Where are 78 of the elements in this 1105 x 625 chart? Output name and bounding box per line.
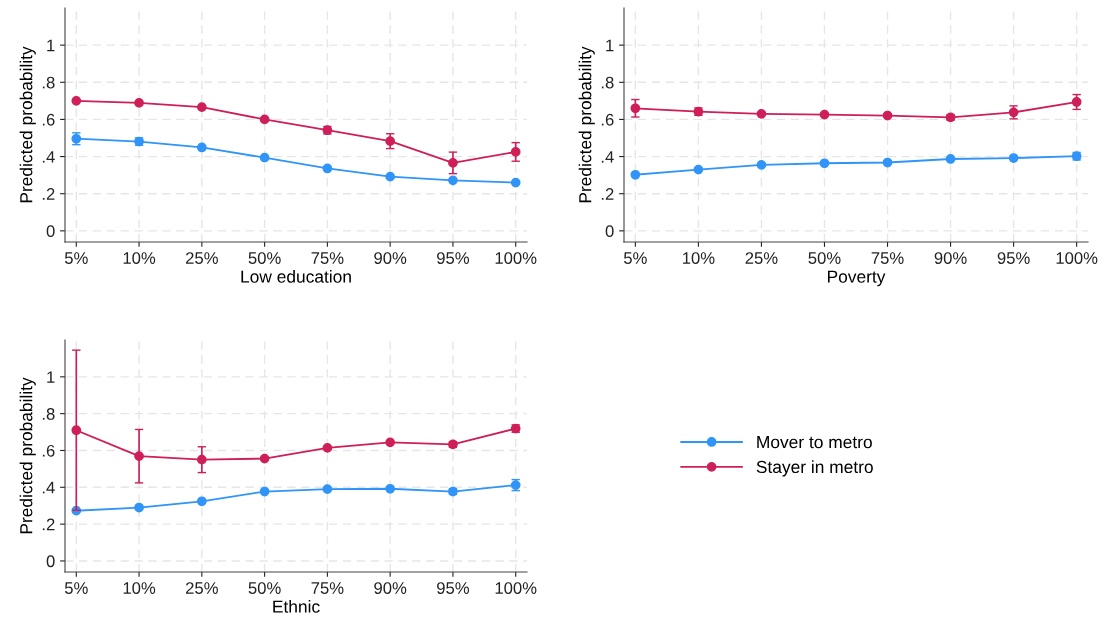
x-tick-label: 75% (311, 582, 344, 594)
y-tick-label: .2 (601, 188, 614, 200)
y-tick-label: .8 (42, 408, 55, 420)
y-tick-label: 0 (605, 225, 614, 238)
point (882, 110, 893, 121)
x-tick-label: 50% (248, 582, 281, 594)
legend-label: Stayer in metro (756, 460, 873, 477)
y-tick-label: 1 (606, 39, 614, 52)
y-tick-label: .6 (42, 113, 55, 126)
point (385, 437, 396, 448)
point (385, 171, 396, 182)
x-tick-label: 90% (374, 252, 407, 264)
y-tick-label: .4 (42, 151, 55, 163)
x-tick-label: 10% (123, 252, 156, 264)
y-tick-label: 1 (47, 371, 55, 383)
point (196, 496, 207, 507)
y-tick-label: .6 (601, 113, 614, 126)
y-tick-label: 0 (46, 225, 55, 238)
x-tick-label: 100% (495, 582, 537, 594)
x-tick-label: 50% (808, 252, 841, 264)
y-axis-title: Predicted probability (578, 46, 595, 203)
x-axis-title: Ethnic (273, 600, 320, 613)
point (1008, 153, 1019, 163)
x-tick-label: 25% (186, 252, 218, 264)
point (322, 443, 333, 453)
x-tick-label: 25% (186, 582, 218, 594)
point (385, 483, 396, 494)
point (196, 102, 207, 113)
y-tick-label: 1 (47, 39, 55, 52)
y-tick-label: 0 (46, 555, 55, 568)
x-tick-label: 90% (374, 582, 407, 594)
y-tick-label: .8 (42, 76, 55, 89)
point (259, 486, 270, 497)
x-axis-title: Poverty (828, 270, 886, 287)
x-tick-label: 90% (934, 252, 967, 264)
x-tick-label: 50% (248, 252, 281, 264)
point (882, 157, 893, 168)
point (630, 169, 641, 180)
point (322, 163, 333, 174)
x-tick-label: 100% (495, 252, 537, 264)
y-tick-label: .2 (42, 518, 55, 531)
point (819, 158, 830, 169)
point (134, 98, 144, 108)
x-tick-label: 5% (64, 252, 88, 264)
point (259, 114, 270, 125)
x-tick-label: 100% (1056, 252, 1098, 264)
x-axis-title: Low education (241, 270, 351, 283)
x-tick-label: 5% (64, 582, 88, 594)
y-tick-label: .8 (601, 76, 614, 89)
x-tick-label: 5% (623, 252, 647, 264)
x-tick-label: 95% (437, 582, 470, 594)
x-tick-label: 75% (871, 252, 904, 264)
point (448, 175, 458, 186)
point (819, 109, 830, 120)
x-tick-label: 95% (997, 252, 1030, 264)
point (259, 152, 270, 163)
x-tick-label: 10% (123, 582, 156, 594)
point (756, 108, 767, 119)
y-tick-label: .6 (42, 444, 55, 457)
x-tick-label: 25% (745, 252, 778, 264)
y-tick-label: .4 (42, 481, 55, 494)
legend-label: Mover to metro (757, 436, 872, 449)
point (510, 177, 521, 188)
point (259, 453, 270, 464)
x-tick-label: 95% (437, 252, 470, 264)
point (71, 95, 82, 106)
point (693, 164, 704, 175)
x-tick-label: 10% (682, 252, 715, 264)
point (196, 142, 207, 153)
point (945, 154, 956, 164)
y-tick-label: .2 (42, 188, 55, 200)
point (322, 484, 333, 495)
y-axis-title: Predicted probability (19, 46, 36, 203)
y-tick-label: .4 (601, 151, 614, 163)
point (134, 502, 144, 513)
y-axis-title: Predicted probability (19, 377, 36, 534)
x-tick-label: 75% (311, 252, 344, 264)
point (756, 160, 767, 170)
